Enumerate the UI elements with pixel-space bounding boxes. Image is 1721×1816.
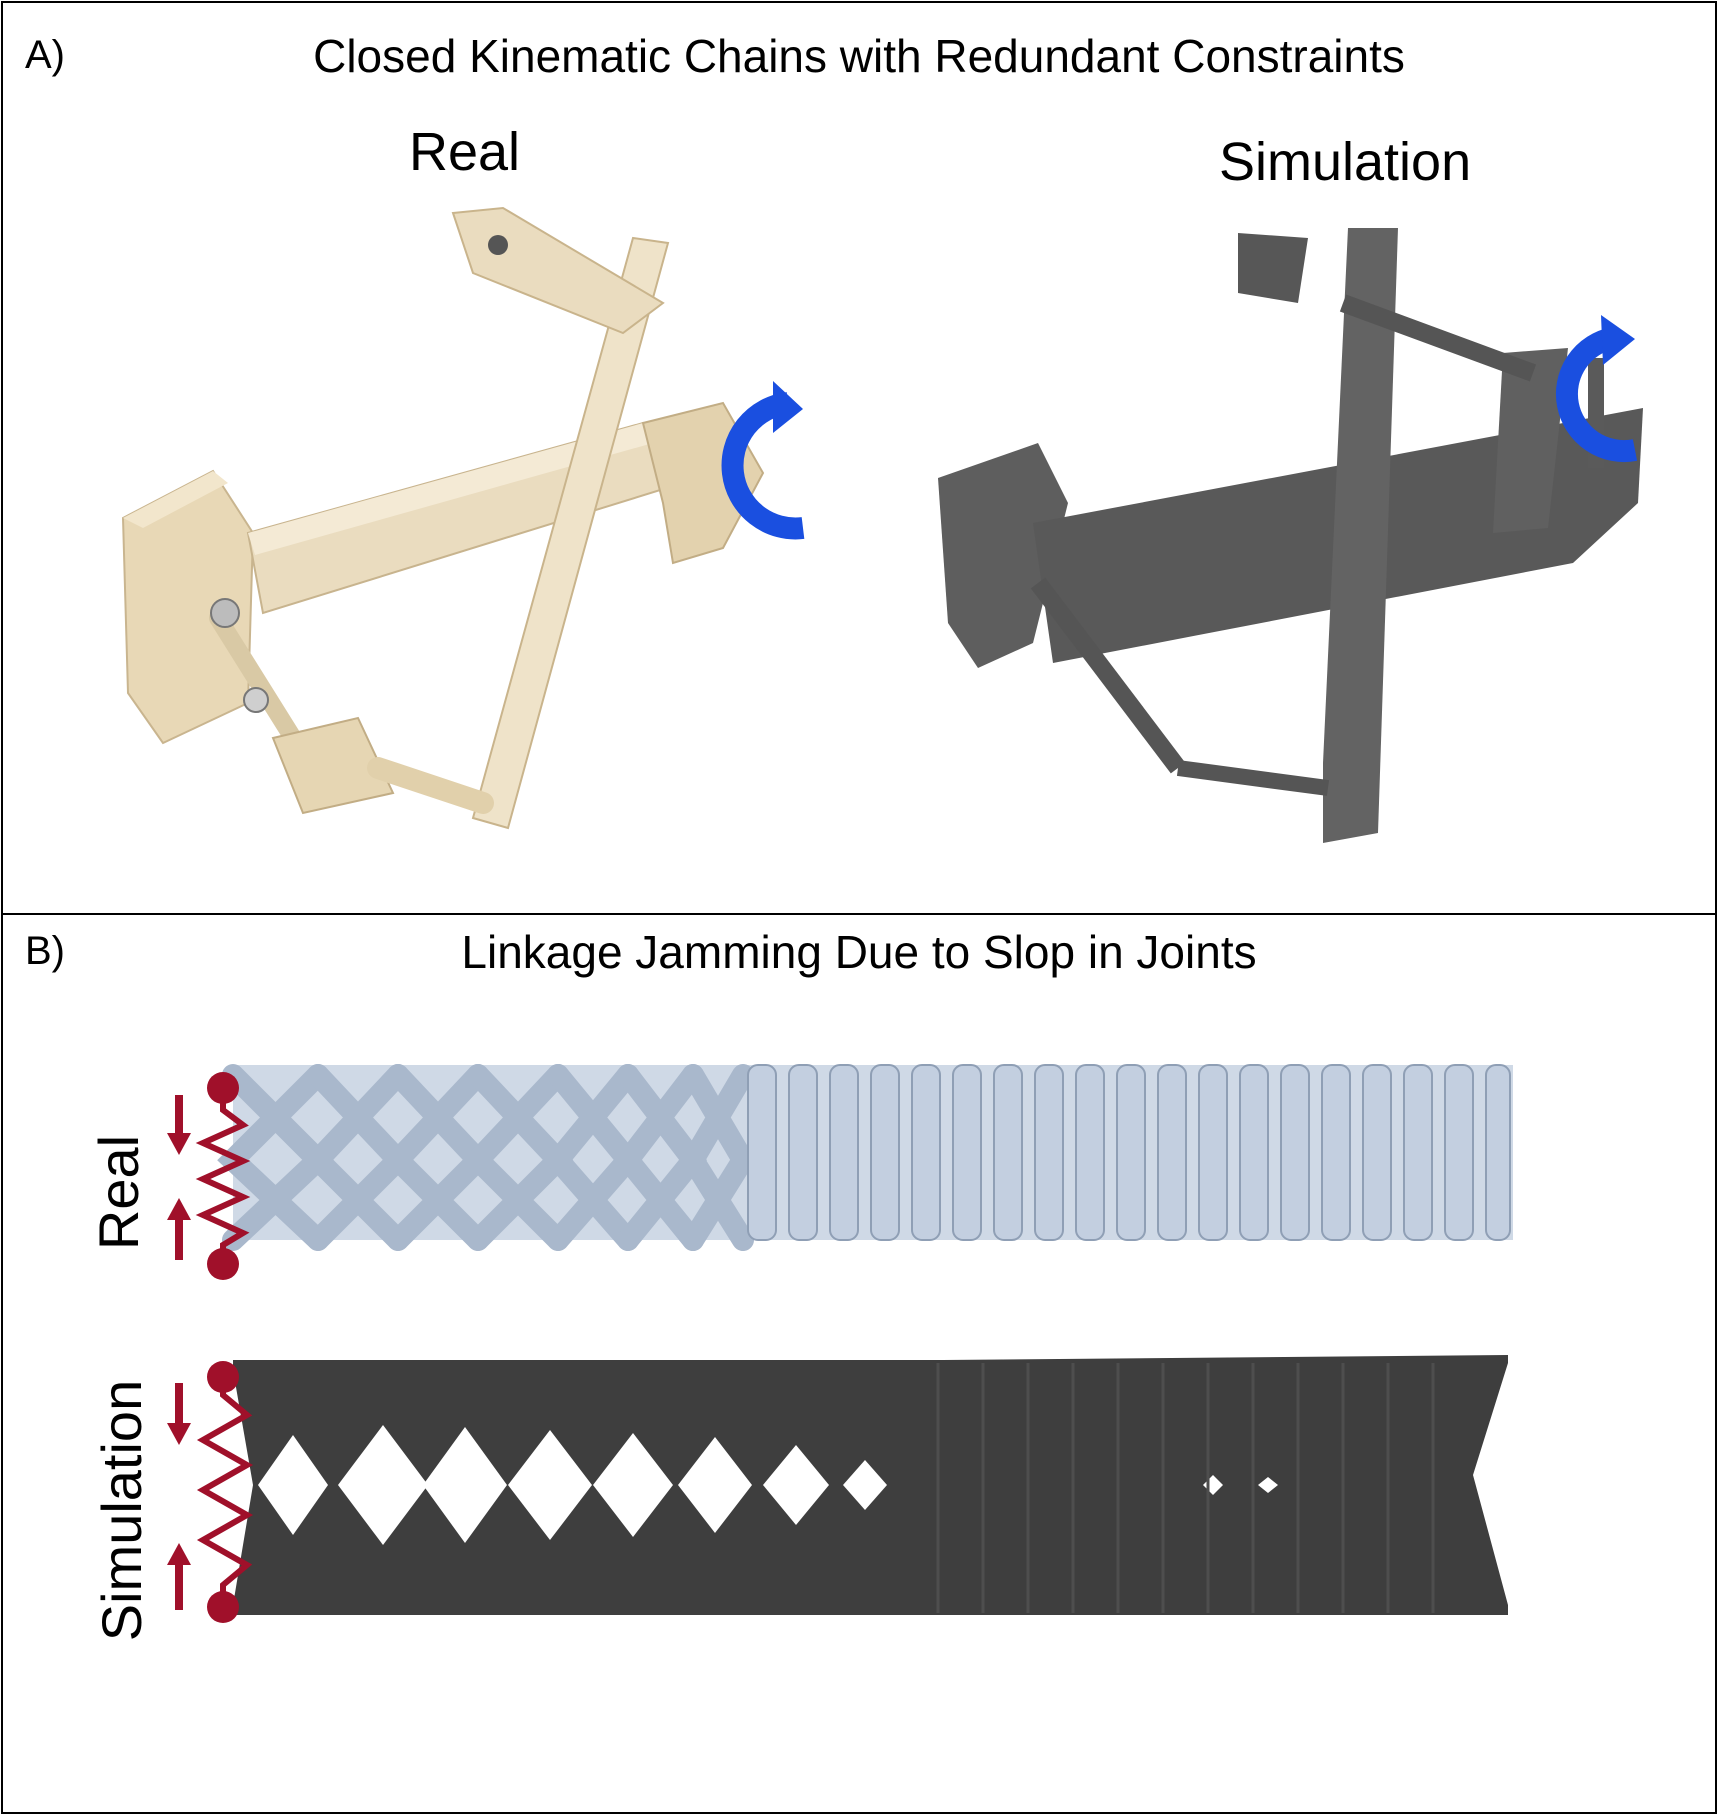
panel-a: A) Closed Kinematic Chains with Redundan… — [1, 1, 1717, 915]
spring-icon — [196, 1377, 254, 1605]
down-arrow-icon — [167, 1095, 191, 1155]
simulation-linkage-render — [233, 1355, 1508, 1615]
rotation-arrow-icon — [1555, 315, 1638, 463]
rotation-arrow-icon — [721, 381, 805, 540]
spring-icon — [195, 1090, 251, 1265]
anchor-dot-icon — [207, 1591, 239, 1623]
anchor-dot-icon — [207, 1361, 239, 1393]
panel-a-real-label: Real — [409, 122, 521, 182]
panel-a-simulation-label: Simulation — [1219, 132, 1472, 192]
panel-a-title: Closed Kinematic Chains with Redundant C… — [313, 30, 1405, 82]
anchor-dot-icon — [207, 1248, 239, 1280]
anchor-dot-icon — [207, 1072, 239, 1104]
real-mechanism-image — [121, 206, 765, 830]
simulation-mechanism-render — [938, 228, 1643, 843]
panel-b-illustration — [167, 1064, 1513, 1623]
panel-a-illustration — [121, 206, 1643, 843]
panel-a-letter: A) — [25, 33, 65, 77]
real-linkage-image — [217, 1064, 1513, 1251]
panel-b-title: Linkage Jamming Due to Slop in Joints — [461, 926, 1257, 978]
up-arrow-icon — [167, 1543, 191, 1610]
panel-b-letter: B) — [25, 929, 65, 973]
up-arrow-icon — [167, 1198, 191, 1260]
panel-b: B) Linkage Jamming Due to Slop in Joints… — [1, 913, 1717, 1814]
down-arrow-icon — [167, 1383, 191, 1445]
